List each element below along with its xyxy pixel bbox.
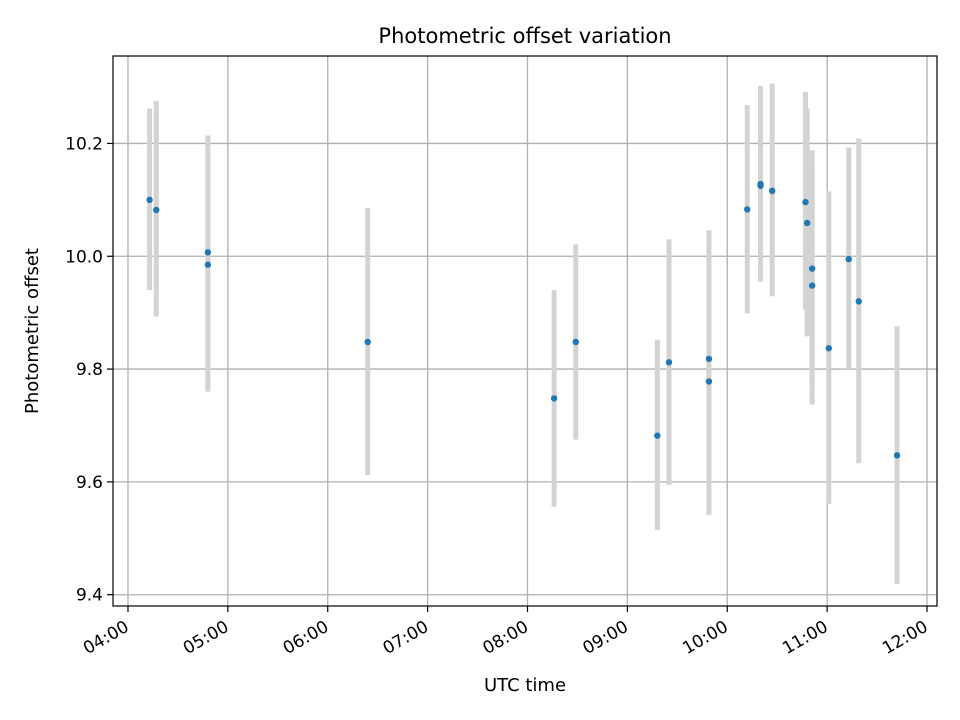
y-tick-label: 9.6	[76, 473, 103, 493]
data-point	[572, 338, 579, 346]
data-point	[705, 378, 713, 385]
data-point	[893, 452, 901, 459]
y-axis-label: Photometric offset	[22, 248, 43, 414]
data-point	[204, 249, 212, 256]
chart-title: Photometric offset variation	[378, 24, 671, 48]
data-point	[769, 187, 776, 195]
y-tick-label: 10.2	[65, 134, 103, 154]
data-point	[204, 261, 212, 268]
data-point	[705, 355, 713, 363]
y-tick-label: 10.0	[65, 247, 103, 267]
y-axis-ticks: 9.4 9.6 9.8 10.0 10.2	[65, 134, 113, 606]
grid-lines	[113, 56, 937, 606]
plot-frame	[112, 55, 938, 607]
data-point	[364, 338, 371, 346]
data-point	[146, 196, 153, 204]
data-point	[665, 359, 673, 366]
data-point	[757, 182, 764, 189]
data-point	[825, 345, 832, 352]
data-point	[845, 255, 852, 263]
data-point	[802, 198, 809, 206]
data-point	[153, 206, 160, 214]
data-points	[146, 180, 901, 459]
data-point	[855, 298, 862, 305]
data-point	[808, 282, 816, 289]
data-point	[808, 265, 816, 272]
data-point	[654, 432, 661, 439]
x-axis-label: UTC time	[484, 675, 566, 696]
data-point	[744, 206, 751, 213]
data-point	[803, 219, 811, 227]
y-tick-label: 9.4	[76, 586, 103, 606]
data-point	[550, 395, 558, 402]
y-tick-label: 9.8	[76, 360, 103, 380]
